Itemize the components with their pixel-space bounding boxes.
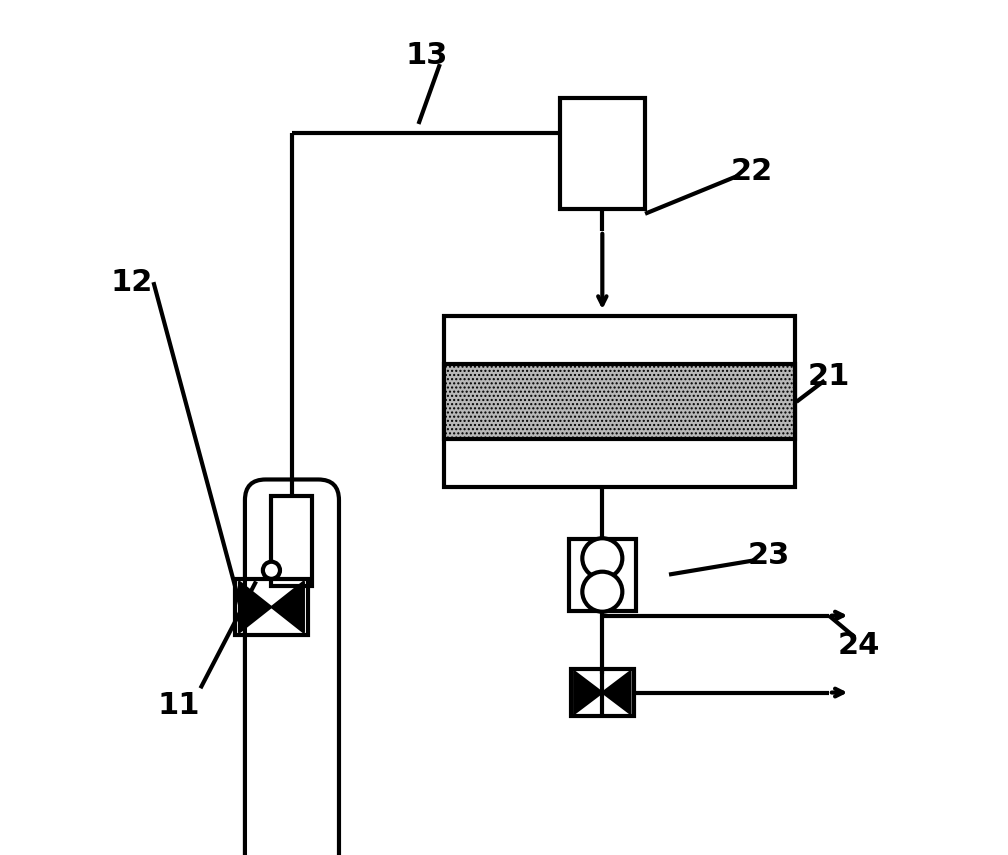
Text: 22: 22 xyxy=(731,156,773,186)
Circle shape xyxy=(583,539,622,578)
Bar xyxy=(271,496,312,586)
Text: 21: 21 xyxy=(807,362,850,391)
Polygon shape xyxy=(271,581,304,633)
Text: 24: 24 xyxy=(838,631,880,660)
Bar xyxy=(559,98,645,209)
FancyBboxPatch shape xyxy=(245,480,339,855)
Polygon shape xyxy=(603,671,631,714)
Text: 11: 11 xyxy=(158,691,201,720)
Polygon shape xyxy=(239,581,271,633)
Circle shape xyxy=(263,562,280,579)
Bar xyxy=(569,539,636,611)
Text: 23: 23 xyxy=(748,541,790,570)
Text: 13: 13 xyxy=(406,41,449,70)
Bar xyxy=(235,579,308,635)
Circle shape xyxy=(583,572,622,611)
Bar xyxy=(445,316,794,487)
Bar xyxy=(571,669,634,716)
Bar xyxy=(445,364,794,439)
Text: 12: 12 xyxy=(111,268,153,297)
Polygon shape xyxy=(575,671,603,714)
